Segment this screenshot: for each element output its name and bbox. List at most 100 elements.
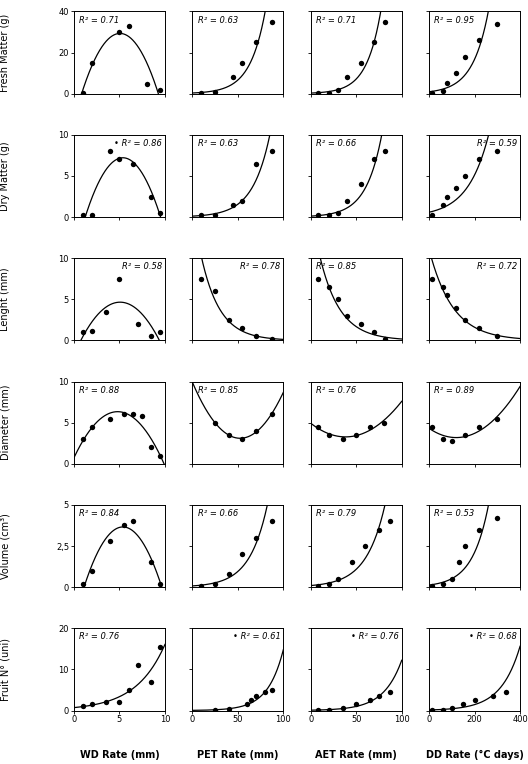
Point <box>147 442 156 454</box>
Point <box>88 565 96 577</box>
Text: R² = 0.59: R² = 0.59 <box>477 139 517 148</box>
Point <box>115 154 124 166</box>
Point <box>143 79 151 91</box>
Point <box>156 326 165 338</box>
Point <box>79 701 87 713</box>
Point <box>343 309 351 322</box>
Point <box>88 421 96 433</box>
Text: AET Rate (mm): AET Rate (mm) <box>315 750 397 760</box>
Text: DD Rate (°C days): DD Rate (°C days) <box>426 750 523 760</box>
Point <box>361 540 370 552</box>
Text: R² = 0.88: R² = 0.88 <box>79 386 120 395</box>
Point <box>352 698 361 711</box>
Point <box>224 568 233 580</box>
Point <box>238 57 247 69</box>
Point <box>356 178 365 190</box>
Point <box>238 548 247 560</box>
Point <box>356 57 365 69</box>
Point <box>229 71 238 83</box>
Point <box>147 556 156 568</box>
Point <box>438 578 447 590</box>
Point <box>211 285 219 297</box>
Text: R² = 0.89: R² = 0.89 <box>435 386 475 395</box>
Point <box>129 157 137 170</box>
Point <box>475 154 483 166</box>
Point <box>428 579 437 591</box>
Point <box>79 326 87 338</box>
Point <box>88 325 96 337</box>
Text: R² = 0.58: R² = 0.58 <box>122 262 162 271</box>
Point <box>147 675 156 688</box>
Point <box>443 190 451 202</box>
Text: • R² = 0.86: • R² = 0.86 <box>115 139 162 148</box>
Text: WD Rate (mm): WD Rate (mm) <box>80 750 159 760</box>
Point <box>252 425 260 437</box>
Point <box>325 704 333 716</box>
Point <box>343 195 351 207</box>
Point <box>448 573 456 585</box>
Point <box>475 34 483 47</box>
Text: • R² = 0.68: • R² = 0.68 <box>469 633 517 642</box>
Point <box>461 314 470 326</box>
Point <box>381 145 390 157</box>
Point <box>211 86 219 98</box>
Point <box>370 36 379 48</box>
Point <box>488 690 497 702</box>
Point <box>211 209 219 221</box>
Point <box>375 690 383 702</box>
Point <box>314 579 322 591</box>
Point <box>88 698 96 711</box>
Point <box>334 207 342 219</box>
Point <box>428 273 437 285</box>
Text: R² = 0.78: R² = 0.78 <box>240 262 280 271</box>
Text: R² = 0.72: R² = 0.72 <box>477 262 517 271</box>
Point <box>338 433 347 445</box>
Point <box>493 413 502 425</box>
Point <box>115 273 124 285</box>
Point <box>229 199 238 211</box>
Point <box>438 281 447 293</box>
Point <box>247 694 256 707</box>
Point <box>452 182 460 194</box>
Point <box>252 532 260 544</box>
Point <box>267 515 276 527</box>
Point <box>428 704 437 716</box>
Point <box>493 330 502 342</box>
Point <box>325 578 333 590</box>
Point <box>238 195 247 207</box>
Point <box>325 429 333 441</box>
Point <box>267 332 276 345</box>
Point <box>252 157 260 170</box>
Text: R² = 0.53: R² = 0.53 <box>435 509 475 518</box>
Point <box>443 77 451 89</box>
Point <box>461 50 470 63</box>
Point <box>211 704 219 716</box>
Point <box>314 704 322 716</box>
Point <box>224 703 233 715</box>
Point <box>365 421 374 433</box>
Point <box>243 698 251 711</box>
Text: Diameter (mm): Diameter (mm) <box>1 385 10 461</box>
Point <box>267 684 276 696</box>
Point <box>156 207 165 219</box>
Text: R² = 0.66: R² = 0.66 <box>198 509 238 518</box>
Point <box>79 578 87 590</box>
Point <box>325 86 333 99</box>
Point <box>267 145 276 157</box>
Point <box>252 690 260 702</box>
Point <box>452 302 460 314</box>
Point <box>197 209 205 222</box>
Point <box>238 433 247 445</box>
Point <box>261 686 269 698</box>
Point <box>156 578 165 590</box>
Point <box>334 573 342 585</box>
Point <box>438 85 447 97</box>
Point <box>470 694 479 707</box>
Point <box>115 696 124 708</box>
Text: • R² = 0.76: • R² = 0.76 <box>351 633 399 642</box>
Point <box>438 199 447 211</box>
Point <box>314 86 322 99</box>
Text: R² = 0.63: R² = 0.63 <box>198 15 238 24</box>
Point <box>267 15 276 28</box>
Point <box>147 190 156 202</box>
